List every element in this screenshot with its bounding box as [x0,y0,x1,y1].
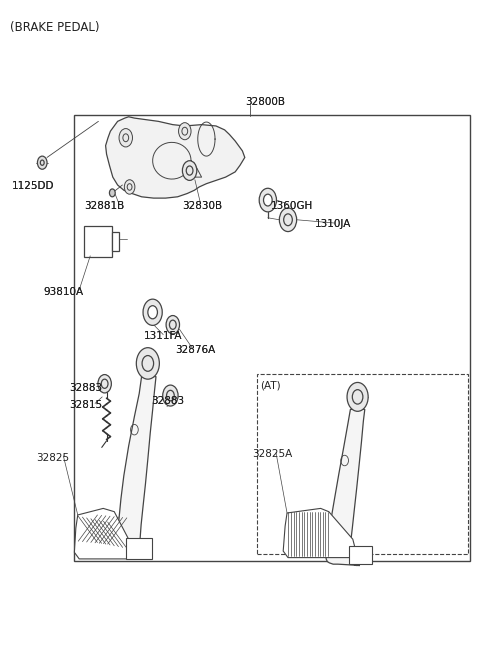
Text: 32800B: 32800B [245,96,285,107]
Polygon shape [283,508,356,558]
Circle shape [119,129,132,147]
Text: 32881B: 32881B [84,201,124,211]
Circle shape [179,123,191,140]
Text: 32815: 32815 [70,400,103,411]
Text: 32883: 32883 [70,383,103,394]
Circle shape [136,348,159,379]
Bar [112,232,119,251]
Text: 1310JA: 1310JA [314,219,351,230]
Circle shape [109,189,115,197]
Bar [349,546,372,564]
Circle shape [259,188,276,212]
Polygon shape [74,508,134,559]
Text: 1310JA: 1310JA [314,219,351,230]
Text: 32883: 32883 [151,396,184,407]
Text: 32830B: 32830B [182,201,223,211]
Text: 32876A: 32876A [175,345,216,356]
Text: 1360GH: 1360GH [271,201,313,211]
Circle shape [124,180,135,194]
Text: 32800B: 32800B [245,96,285,107]
Text: 1360GH: 1360GH [271,201,313,211]
Circle shape [182,161,197,180]
Text: 32883: 32883 [151,396,184,407]
Bar [257,374,468,554]
Circle shape [347,382,368,411]
Text: 32825A: 32825A [252,449,292,459]
Circle shape [279,208,297,232]
Text: 1125DD: 1125DD [12,181,55,192]
Text: 1311FA: 1311FA [144,331,182,341]
Polygon shape [326,409,365,565]
Circle shape [143,299,162,325]
Text: 1125DD: 1125DD [12,181,55,192]
Bar [74,115,470,561]
Text: 32876A: 32876A [175,345,216,356]
Circle shape [163,385,178,406]
Circle shape [148,306,157,319]
Polygon shape [116,377,156,556]
Text: 32825: 32825 [36,453,69,463]
Text: (AT): (AT) [260,380,281,391]
Text: 32830B: 32830B [182,201,223,211]
Circle shape [264,194,272,206]
Text: 1311FA: 1311FA [144,331,182,341]
Text: 32881B: 32881B [84,201,124,211]
Polygon shape [106,117,245,198]
Bar [126,538,152,559]
Text: 93810A: 93810A [43,287,84,297]
Text: (BRAKE PEDAL): (BRAKE PEDAL) [10,21,99,34]
Circle shape [98,375,111,393]
Bar [84,226,112,257]
Text: 93810A: 93810A [43,287,84,297]
Circle shape [37,156,47,169]
Text: 32815: 32815 [70,400,103,411]
Text: 32883: 32883 [70,383,103,394]
Circle shape [166,316,180,334]
